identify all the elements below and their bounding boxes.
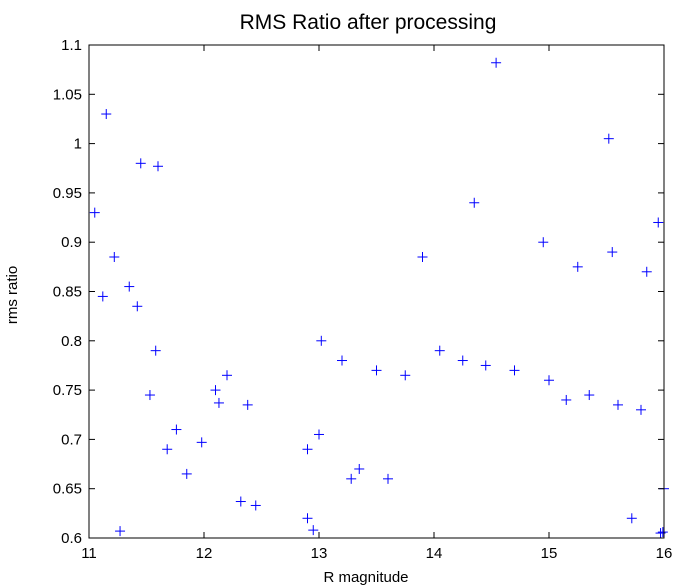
data-point (417, 251, 428, 262)
data-point (132, 301, 143, 312)
data-point (657, 527, 668, 538)
x-tick-label: 14 (426, 545, 443, 562)
data-point (316, 335, 327, 346)
y-tick-label: 0.85 (53, 284, 82, 301)
data-point (641, 266, 652, 277)
data-point (135, 158, 146, 169)
data-point (346, 473, 357, 484)
data-point (115, 526, 126, 537)
data-point (544, 375, 554, 386)
y-tick-label: 0.95 (53, 185, 82, 202)
data-point (636, 404, 646, 415)
x-tick-label: 12 (196, 545, 213, 562)
data-point (162, 444, 173, 455)
x-tick-label: 15 (541, 545, 558, 562)
y-tick-label: 1.1 (61, 37, 82, 54)
y-tick-label: 1.05 (53, 86, 82, 103)
data-point (242, 399, 253, 410)
data-point (144, 390, 155, 401)
x-tick-label: 16 (656, 545, 673, 562)
data-point (101, 109, 112, 120)
data-point (97, 291, 108, 302)
data-point (561, 394, 572, 405)
chart-title: RMS Ratio after processing (240, 11, 497, 34)
data-point (607, 247, 618, 258)
data-point (491, 57, 502, 68)
data-point (210, 385, 221, 396)
data-point (153, 161, 163, 172)
data-point (572, 261, 583, 272)
data-point (538, 237, 549, 248)
plot-background (89, 45, 664, 538)
plot-area (89, 45, 664, 538)
data-point (603, 133, 614, 144)
y-tick-label: 0.6 (61, 530, 82, 547)
data-markers (89, 57, 669, 539)
x-tick-label: 13 (311, 545, 328, 562)
data-point (109, 251, 120, 262)
data-point (302, 444, 313, 455)
data-point (213, 397, 224, 408)
y-tick-label: 0.65 (53, 481, 82, 498)
data-point (509, 365, 520, 376)
data-point (89, 207, 100, 218)
y-tick-label: 1 (74, 136, 82, 153)
y-tick-label: 0.75 (53, 382, 82, 399)
axes: 11 12 13 14 15 16 0.6 0.65 0.7 0.75 0.8 0.85 0.9 0.95… (53, 37, 673, 562)
data-point (235, 496, 246, 507)
data-point (480, 360, 491, 371)
data-point (308, 525, 319, 536)
data-point (171, 424, 182, 435)
data-point (150, 345, 161, 356)
data-point (302, 513, 313, 524)
data-point (457, 355, 468, 366)
y-axis-label: rms ratio (4, 266, 21, 324)
y-tick-label: 0.9 (61, 234, 82, 251)
data-point (469, 197, 480, 208)
y-tick-label: 0.7 (61, 431, 82, 448)
data-point (434, 345, 445, 356)
x-axis-label: R magnitude (323, 569, 408, 586)
data-point (371, 365, 382, 376)
data-point (400, 370, 411, 381)
data-point (354, 463, 365, 474)
data-point (383, 473, 393, 484)
data-point (626, 513, 637, 524)
data-point (584, 390, 595, 401)
x-tick-label: 11 (81, 545, 97, 562)
data-point (314, 429, 324, 440)
data-point (337, 355, 347, 366)
data-point (124, 281, 135, 292)
data-point (181, 468, 192, 479)
data-point (250, 500, 261, 511)
data-point (222, 370, 232, 381)
data-point (613, 399, 623, 410)
data-point (653, 217, 664, 228)
y-tick-label: 0.8 (61, 333, 82, 350)
data-point (196, 437, 207, 448)
